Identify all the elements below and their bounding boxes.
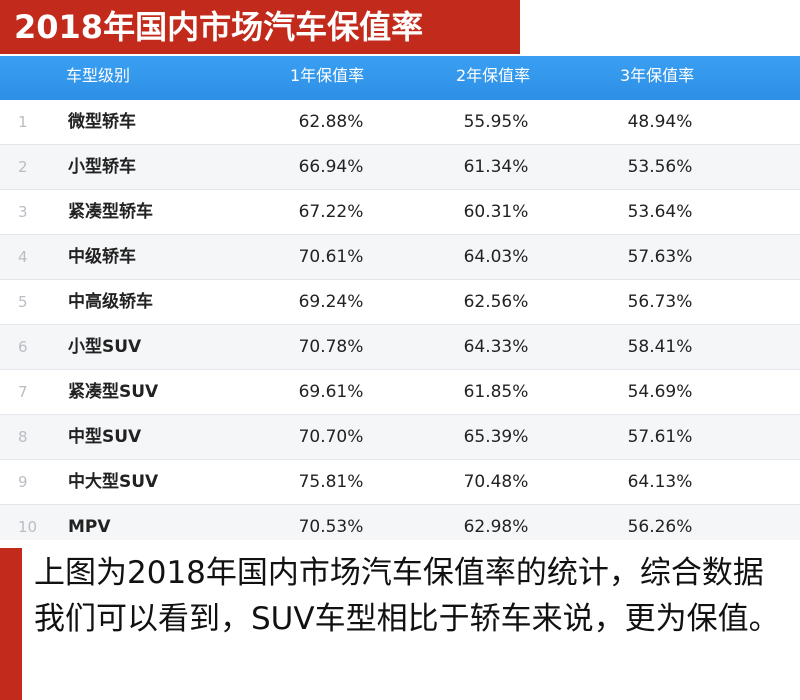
row-index: 6 xyxy=(18,338,28,356)
table-row: 8 中型SUV 70.70% 65.39% 57.61% xyxy=(0,415,800,460)
column-header-class: 车型级别 xyxy=(66,66,131,85)
row-year1-retention: 69.61% xyxy=(298,382,364,402)
table-row: 9 中大型SUV 75.81% 70.48% 64.13% xyxy=(0,460,800,505)
row-index: 2 xyxy=(18,158,28,176)
row-index: 9 xyxy=(18,473,28,491)
note-text: 上图为2018年国内市场汽车保值率的统计，综合数据我们可以看到，SUV车型相比于… xyxy=(34,555,780,637)
row-year1-retention: 70.53% xyxy=(298,517,364,537)
row-year3-retention: 56.26% xyxy=(627,517,693,537)
row-year2-retention: 70.48% xyxy=(463,472,529,492)
row-year3-retention: 58.41% xyxy=(627,337,693,357)
row-vehicle-class: 小型SUV xyxy=(68,337,142,357)
column-header-year1: 1年保值率 xyxy=(290,66,365,85)
row-index: 8 xyxy=(18,428,28,446)
title-bar: 2018年国内市场汽车保值率 xyxy=(0,0,800,62)
row-year3-retention: 53.64% xyxy=(627,202,693,222)
table-row: 2 小型轿车 66.94% 61.34% 53.56% xyxy=(0,145,800,190)
table-row: 3 紧凑型轿车 67.22% 60.31% 53.64% xyxy=(0,190,800,235)
row-index: 5 xyxy=(18,293,28,311)
row-index: 4 xyxy=(18,248,28,266)
row-vehicle-class: 紧凑型SUV xyxy=(68,382,159,402)
row-year3-retention: 56.73% xyxy=(627,292,693,312)
row-year1-retention: 70.70% xyxy=(298,427,364,447)
page-title: 2018年国内市场汽车保值率 xyxy=(0,0,520,54)
row-year2-retention: 64.33% xyxy=(463,337,529,357)
row-year3-retention: 57.63% xyxy=(627,247,693,267)
row-year3-retention: 54.69% xyxy=(627,382,693,402)
column-header-year3: 3年保值率 xyxy=(620,66,695,85)
table-body: 1 微型轿车 62.88% 55.95% 48.94% 2 小型轿车 66.94% 61.34%… xyxy=(0,100,800,540)
row-vehicle-class: 中大型SUV xyxy=(68,472,159,492)
row-year1-retention: 62.88% xyxy=(298,112,364,132)
row-vehicle-class: 中型SUV xyxy=(68,427,142,447)
row-index: 7 xyxy=(18,383,28,401)
table-row: 5 中高级轿车 69.24% 62.56% 56.73% xyxy=(0,280,800,325)
row-year2-retention: 61.85% xyxy=(463,382,529,402)
row-vehicle-class: 小型轿车 xyxy=(68,157,136,177)
row-year1-retention: 70.61% xyxy=(298,247,364,267)
note-accent-bar xyxy=(0,548,22,700)
row-index: 1 xyxy=(18,113,28,131)
row-year2-retention: 55.95% xyxy=(463,112,529,132)
table-row: 1 微型轿车 62.88% 55.95% 48.94% xyxy=(0,100,800,145)
row-vehicle-class: 微型轿车 xyxy=(68,112,136,132)
row-year1-retention: 66.94% xyxy=(298,157,364,177)
table-header: 车型级别 1年保值率 2年保值率 3年保值率 xyxy=(0,56,800,100)
row-year1-retention: 75.81% xyxy=(298,472,364,492)
row-year2-retention: 60.31% xyxy=(463,202,529,222)
row-year2-retention: 61.34% xyxy=(463,157,529,177)
row-year3-retention: 53.56% xyxy=(627,157,693,177)
column-header-year2: 2年保值率 xyxy=(456,66,531,85)
row-year1-retention: 70.78% xyxy=(298,337,364,357)
retention-table: 车型级别 1年保值率 2年保值率 3年保值率 1 微型轿车 62.88% 55.95%… xyxy=(0,56,800,540)
row-year2-retention: 65.39% xyxy=(463,427,529,447)
row-year3-retention: 57.61% xyxy=(627,427,693,447)
table-row: 10 MPV 70.53% 62.98% 56.26% xyxy=(0,505,800,540)
row-year1-retention: 67.22% xyxy=(298,202,364,222)
row-vehicle-class: 紧凑型轿车 xyxy=(68,202,153,222)
row-year3-retention: 64.13% xyxy=(627,472,693,492)
table-row: 4 中级轿车 70.61% 64.03% 57.63% xyxy=(0,235,800,280)
row-index: 3 xyxy=(18,203,28,221)
row-year2-retention: 62.98% xyxy=(463,517,529,537)
row-index: 10 xyxy=(18,518,38,536)
row-vehicle-class: 中高级轿车 xyxy=(68,292,153,312)
row-vehicle-class: 中级轿车 xyxy=(68,247,136,267)
table-row: 7 紧凑型SUV 69.61% 61.85% 54.69% xyxy=(0,370,800,415)
row-vehicle-class: MPV xyxy=(68,517,111,537)
row-year2-retention: 64.03% xyxy=(463,247,529,267)
row-year1-retention: 69.24% xyxy=(298,292,364,312)
row-year3-retention: 48.94% xyxy=(627,112,693,132)
note-section: 上图为2018年国内市场汽车保值率的统计，综合数据我们可以看到，SUV车型相比于… xyxy=(0,548,800,700)
table-row: 6 小型SUV 70.78% 64.33% 58.41% xyxy=(0,325,800,370)
row-year2-retention: 62.56% xyxy=(463,292,529,312)
